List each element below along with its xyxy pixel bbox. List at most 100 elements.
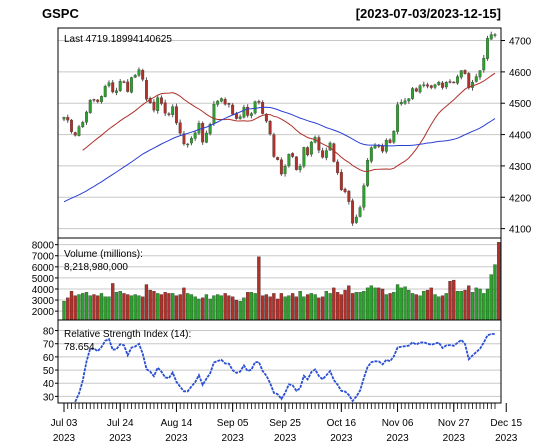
panel-frame <box>57 319 502 404</box>
volume-bar <box>264 294 269 321</box>
volume-bar <box>380 288 385 321</box>
rsi-label: Relative Strength Index (14): <box>64 329 191 340</box>
price-tick-label: 4700 <box>509 37 532 48</box>
candle-body <box>216 100 220 105</box>
candle-body <box>276 157 280 160</box>
candle-body <box>246 106 250 116</box>
volume-bar <box>171 293 175 321</box>
x-tick-label: Nov 27 <box>438 418 470 429</box>
rsi-tick-label: 80 <box>43 327 55 338</box>
volume-bar <box>403 286 407 321</box>
volume-bar <box>437 296 441 321</box>
volume-bar <box>317 297 321 321</box>
volume-bar <box>204 294 209 321</box>
candle-body <box>238 116 242 119</box>
volume-bar <box>425 289 430 321</box>
volume-bar <box>392 292 396 321</box>
candle-body <box>70 119 73 132</box>
price-tick-label: 4500 <box>509 99 532 110</box>
x-tick-year: 2023 <box>53 433 76 444</box>
volume-bar <box>111 283 115 321</box>
candle-body <box>212 104 216 124</box>
candle-body <box>279 159 283 175</box>
volume-bar <box>470 292 475 321</box>
candle-body <box>448 81 452 83</box>
candle-body <box>264 113 268 122</box>
volume-bar <box>384 294 388 321</box>
ma-fast-line <box>82 72 496 173</box>
x-tick-label: Nov 06 <box>382 418 414 429</box>
volume-bar <box>429 287 433 321</box>
candle-body <box>324 150 328 158</box>
candle-body <box>223 99 227 105</box>
candle-body <box>257 101 261 103</box>
volume-bar <box>474 287 478 321</box>
volume-tick-label: 4000 <box>32 285 55 296</box>
volume-bar <box>463 289 467 321</box>
volume-last-value: 8,218,980,000 <box>64 262 128 273</box>
rsi-panel <box>74 333 495 403</box>
volume-bar <box>144 284 149 321</box>
candle-body <box>459 70 463 78</box>
volume-bar <box>257 256 261 321</box>
candle-body <box>309 141 313 155</box>
volume-bar <box>320 296 325 321</box>
volume-bar <box>279 293 284 321</box>
volume-bar <box>362 291 366 321</box>
volume-bar <box>433 294 437 321</box>
candle-body <box>193 132 197 139</box>
volume-bar <box>302 296 306 321</box>
grid <box>58 40 501 397</box>
candle-body <box>189 138 193 144</box>
volume-bar <box>197 298 201 321</box>
candle-body <box>122 81 126 83</box>
candle-body <box>452 81 456 84</box>
volume-bar <box>485 288 490 321</box>
volume-bar <box>358 292 362 321</box>
x-tick-year: 2023 <box>274 433 297 444</box>
chart-date-range: [2023-07-03/2023-12-15] <box>356 6 501 21</box>
candle-body <box>219 98 223 102</box>
volume-bar <box>141 296 145 321</box>
candle-body <box>403 100 407 104</box>
volume-bar <box>309 293 314 321</box>
candle-body <box>62 117 66 120</box>
candle-body <box>118 81 122 91</box>
volume-bar <box>452 279 456 321</box>
candle-body <box>456 76 459 84</box>
candle-body <box>332 143 336 162</box>
candle-body <box>347 190 351 202</box>
candle-body <box>463 70 467 74</box>
volume-bar <box>88 295 92 321</box>
candle-body <box>81 122 85 127</box>
candle-body <box>186 143 190 146</box>
volume-bar <box>440 295 445 321</box>
candle-body <box>482 57 486 71</box>
candle-body <box>444 82 448 88</box>
candle-body <box>152 101 156 111</box>
volume-bar <box>174 295 179 321</box>
candle-body <box>298 166 302 170</box>
volume-bar <box>350 293 355 321</box>
candle-body <box>231 104 235 115</box>
volume-bar <box>137 295 141 321</box>
x-tick-year: 2023 <box>222 433 245 444</box>
candle-body <box>399 102 403 105</box>
volume-panel <box>62 242 501 321</box>
candle-body <box>429 85 433 88</box>
rsi-tick-label: 40 <box>43 379 55 390</box>
candle-body <box>249 113 253 116</box>
volume-bar <box>227 295 231 321</box>
x-tick-year: 2023 <box>495 433 518 444</box>
volume-bar <box>313 294 317 321</box>
price-tick-label: 4400 <box>509 131 532 142</box>
volume-bar <box>73 295 77 321</box>
candle-body <box>103 86 107 97</box>
volume-bar <box>129 295 134 321</box>
volume-bar <box>182 287 186 321</box>
volume-bar <box>208 298 212 321</box>
panel-frame <box>57 27 502 239</box>
x-tick-label: Aug 14 <box>161 418 193 429</box>
